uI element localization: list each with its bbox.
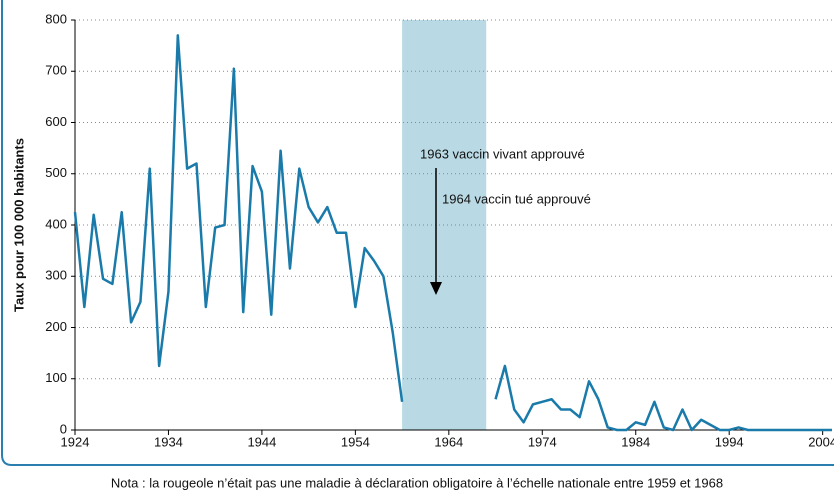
line [73,34,832,432]
shaded-region [402,20,487,430]
y-tick-label: 700 [45,63,67,78]
y-tick-label: 300 [45,268,67,283]
arrow-head [430,282,442,295]
frame [1,0,834,466]
y-axis-label: Taux pour 100 000 habitants [11,138,26,312]
x-tick-label: 1984 [621,434,650,449]
y-tick-label: 800 [45,11,67,26]
y-tick-label: 200 [45,319,67,334]
x-tick-label: 1954 [341,434,370,449]
x-tick-label: 2004 [808,434,834,449]
note: Nota : la rougeole n’était pas une malad… [111,475,723,490]
x-tick-label: 1964 [434,434,463,449]
annotation: 1964 vaccin tué approuvé [442,191,591,206]
y-tick-label: 0 [60,421,67,436]
x-tick-label: 1944 [247,434,276,449]
annotation: 1963 vaccin vivant approuvé [420,146,585,161]
x-tick-label: 1924 [61,434,90,449]
x-tick-label: 1994 [715,434,744,449]
x-tick-label: 1934 [154,434,183,449]
x-tick-label: 1974 [528,434,557,449]
y-tick-label: 600 [45,114,67,129]
y-tick-label: 400 [45,216,67,231]
y-tick-label: 500 [45,165,67,180]
y-tick-label: 100 [45,370,67,385]
